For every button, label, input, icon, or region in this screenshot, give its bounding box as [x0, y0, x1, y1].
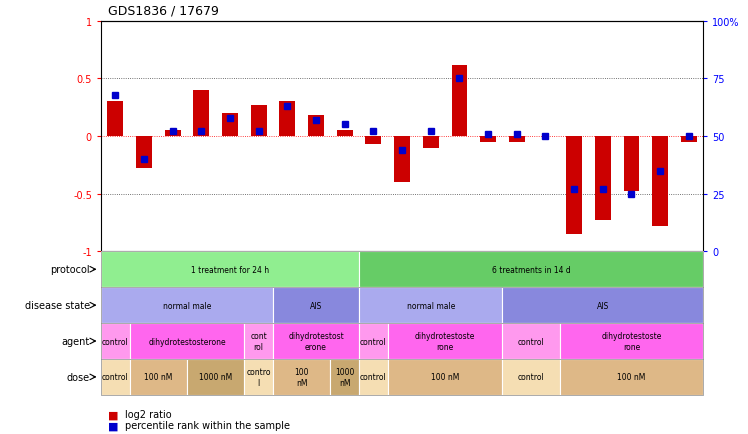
Text: contro
l: contro l: [246, 367, 271, 387]
Bar: [509, 137, 524, 142]
Text: control: control: [360, 372, 387, 381]
Text: percentile rank within the sample: percentile rank within the sample: [125, 421, 290, 430]
Bar: [251, 105, 266, 137]
Text: control: control: [518, 337, 545, 346]
Text: dihydrotestost
erone: dihydrotestost erone: [288, 332, 344, 351]
Bar: [423, 137, 438, 148]
Bar: [595, 137, 610, 220]
Text: dihydrotestoste
rone: dihydrotestoste rone: [415, 332, 475, 351]
Bar: [308, 116, 324, 137]
Text: 100 nM: 100 nM: [431, 372, 459, 381]
Text: 100 nM: 100 nM: [144, 372, 173, 381]
Bar: [366, 137, 381, 145]
Bar: [652, 137, 668, 227]
Bar: [624, 137, 640, 192]
Bar: [165, 131, 180, 137]
Text: log2 ratio: log2 ratio: [125, 410, 171, 419]
Bar: [108, 102, 123, 137]
Text: control: control: [102, 372, 129, 381]
Text: dihydrotestoste
rone: dihydrotestoste rone: [601, 332, 662, 351]
Bar: [452, 66, 468, 137]
Text: ■: ■: [108, 421, 119, 430]
Text: control: control: [360, 337, 387, 346]
Text: disease state: disease state: [25, 300, 90, 310]
Text: 1000
nM: 1000 nM: [335, 367, 355, 387]
Bar: [194, 91, 209, 137]
Text: normal male: normal male: [163, 301, 211, 310]
Bar: [681, 137, 696, 142]
Bar: [480, 137, 496, 142]
Text: AIS: AIS: [597, 301, 609, 310]
Text: agent: agent: [61, 336, 90, 346]
Bar: [394, 137, 410, 183]
Text: control: control: [102, 337, 129, 346]
Text: protocol: protocol: [50, 265, 90, 275]
Bar: [280, 102, 295, 137]
Text: 1000 nM: 1000 nM: [199, 372, 233, 381]
Text: dihydrotestosterone: dihydrotestosterone: [148, 337, 226, 346]
Text: ■: ■: [108, 410, 119, 419]
Text: cont
rol: cont rol: [251, 332, 267, 351]
Text: dose: dose: [67, 372, 90, 382]
Text: 6 treatments in 14 d: 6 treatments in 14 d: [491, 265, 571, 274]
Text: 1 treatment for 24 h: 1 treatment for 24 h: [191, 265, 269, 274]
Text: GDS1836 / 17679: GDS1836 / 17679: [108, 4, 219, 17]
Bar: [222, 114, 238, 137]
Text: 100 nM: 100 nM: [617, 372, 646, 381]
Bar: [337, 131, 352, 137]
Bar: [136, 137, 152, 169]
Text: 100
nM: 100 nM: [295, 367, 309, 387]
Text: control: control: [518, 372, 545, 381]
Bar: [566, 137, 582, 234]
Text: normal male: normal male: [406, 301, 455, 310]
Text: AIS: AIS: [310, 301, 322, 310]
